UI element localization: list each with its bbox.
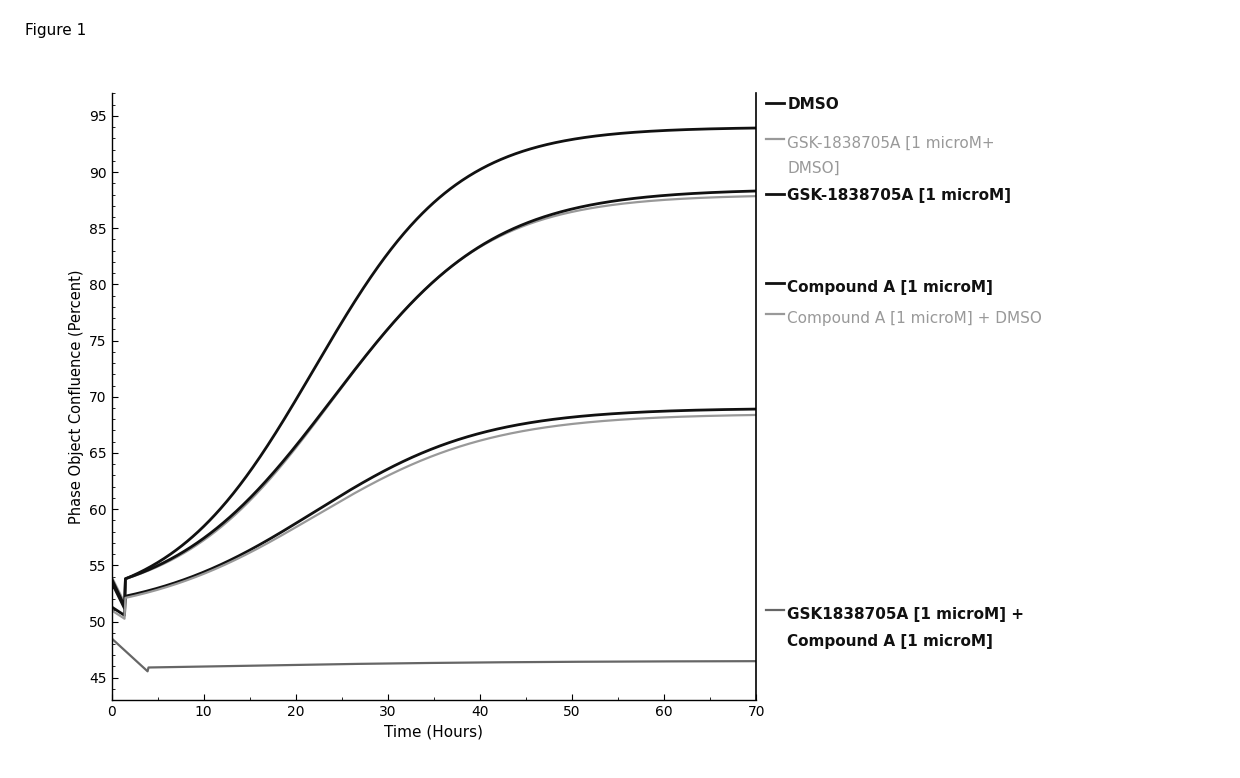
- Text: GSK1838705A [1 microM] +: GSK1838705A [1 microM] +: [787, 607, 1024, 622]
- Text: Compound A [1 microM]: Compound A [1 microM]: [787, 280, 993, 295]
- Y-axis label: Phase Object Confluence (Percent): Phase Object Confluence (Percent): [68, 269, 83, 524]
- Text: Compound A [1 microM] + DMSO: Compound A [1 microM] + DMSO: [787, 311, 1043, 326]
- X-axis label: Time (Hours): Time (Hours): [384, 724, 484, 740]
- Text: GSK-1838705A [1 microM+: GSK-1838705A [1 microM+: [787, 136, 994, 151]
- Text: Compound A [1 microM]: Compound A [1 microM]: [787, 634, 993, 649]
- Text: GSK-1838705A [1 microM]: GSK-1838705A [1 microM]: [787, 188, 1012, 203]
- Text: DMSO]: DMSO]: [787, 161, 839, 176]
- Text: DMSO: DMSO: [787, 97, 839, 112]
- Text: Figure 1: Figure 1: [25, 23, 86, 38]
